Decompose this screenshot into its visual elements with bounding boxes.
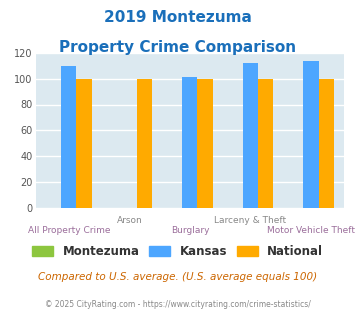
Text: Arson: Arson [116, 216, 142, 225]
Text: Compared to U.S. average. (U.S. average equals 100): Compared to U.S. average. (U.S. average … [38, 272, 317, 282]
Bar [258, 79, 273, 208]
Text: Motor Vehicle Theft: Motor Vehicle Theft [267, 226, 355, 235]
Text: Property Crime Comparison: Property Crime Comparison [59, 40, 296, 54]
Bar [243, 63, 258, 208]
Bar [304, 61, 319, 208]
Text: Burglary: Burglary [171, 226, 209, 235]
Bar [61, 66, 76, 208]
Bar [182, 77, 197, 208]
Text: All Property Crime: All Property Crime [28, 226, 110, 235]
Bar [137, 79, 152, 208]
Bar [76, 79, 92, 208]
Legend: Montezuma, Kansas, National: Montezuma, Kansas, National [27, 240, 328, 263]
Text: Larceny & Theft: Larceny & Theft [214, 216, 286, 225]
Text: 2019 Montezuma: 2019 Montezuma [104, 10, 251, 25]
Text: © 2025 CityRating.com - https://www.cityrating.com/crime-statistics/: © 2025 CityRating.com - https://www.city… [45, 300, 310, 309]
Bar [319, 79, 334, 208]
Bar [197, 79, 213, 208]
